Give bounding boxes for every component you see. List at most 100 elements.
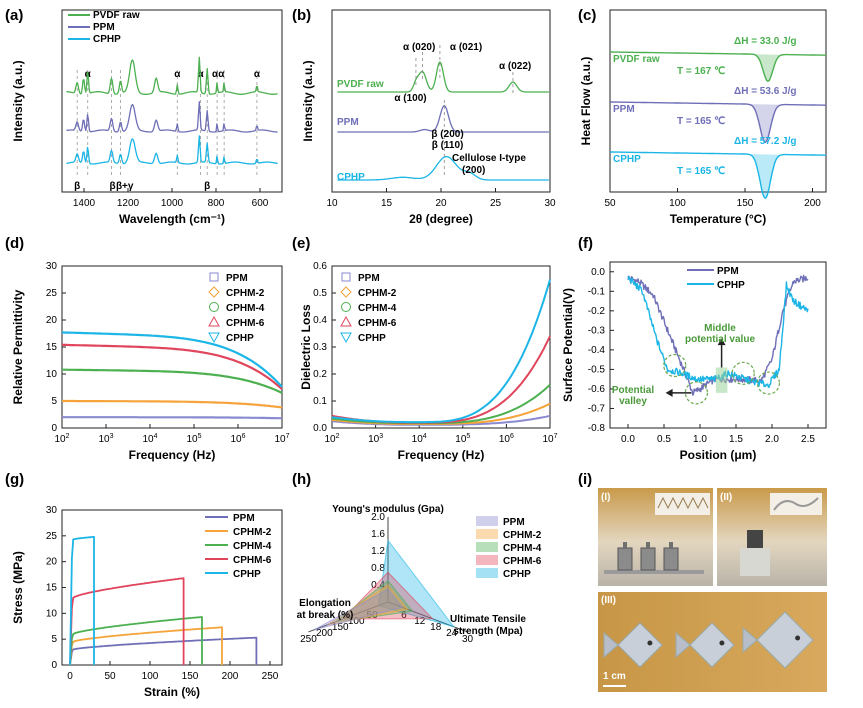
origami-fish-tail — [603, 631, 619, 659]
tm-label-c: T = 165 ℃ — [677, 166, 725, 177]
y-tick-label-g: 15 — [46, 583, 58, 594]
x-tick-label-e: 106 — [499, 433, 514, 445]
x-tick-label-e: 107 — [542, 433, 557, 445]
series-label-b: CPHP — [337, 172, 365, 183]
dsc-curve-cphp — [610, 151, 826, 199]
legend-swatch-h — [476, 529, 498, 539]
alpha-label-a: α — [198, 69, 205, 80]
y-axis-label-e: Dielectric Loss — [299, 304, 313, 390]
axis-title-elong-h: at break (%) — [297, 610, 354, 621]
x-tick-label-a: 600 — [252, 198, 269, 209]
tm-label-c: T = 167 ℃ — [677, 66, 725, 77]
axis-title-young-h: Young's modulus (Gpa) — [332, 504, 444, 515]
axis-title-elong-h: Elongation — [299, 598, 351, 609]
y-axis-label-f: Surface Potential(V) — [561, 288, 575, 402]
legend-swatch-h — [476, 555, 498, 565]
y-tick-label-d: 30 — [46, 261, 58, 272]
marker-circle-f — [684, 381, 709, 405]
beta-label-a: β — [110, 181, 116, 192]
x-tick-label-d: 107 — [274, 433, 289, 445]
x-axis-label-f: Position (μm) — [680, 448, 757, 462]
photo-label-i: (III) — [601, 595, 616, 606]
x-tick-label-b: 25 — [490, 198, 502, 209]
x-tick-label-c: 100 — [669, 198, 686, 209]
stress-strain-line-cphm-4 — [69, 616, 203, 666]
x-tick-label-g: 0 — [67, 671, 73, 682]
photo-label-i: (II) — [720, 492, 732, 503]
tick-label-elong-h: 50 — [367, 610, 379, 621]
tick-label-young-h: 0.8 — [371, 563, 385, 574]
y-tick-label-f: -0.3 — [588, 325, 606, 336]
x-tick-label-f: 0.5 — [657, 434, 671, 445]
legend-swatch-h — [476, 516, 498, 526]
tick-label-elong-h: 100 — [348, 616, 365, 627]
legend-label-e: CPHM-6 — [358, 318, 397, 329]
exponent: 7 — [286, 433, 290, 440]
legend-marker-d — [208, 332, 220, 344]
y-tick-label-g: 25 — [46, 531, 58, 542]
legend-marker-e — [341, 272, 351, 282]
axes-frame-f — [609, 261, 827, 429]
legend-marker-e — [340, 332, 352, 344]
inset-zigzag — [657, 496, 709, 510]
legend-marker-e — [340, 315, 352, 327]
peak-label-b: α (100) — [394, 93, 426, 104]
beta-label-a: β — [74, 181, 80, 192]
legend-label-d: CPHM-6 — [226, 318, 265, 329]
enthalpy-fill-c — [738, 153, 783, 199]
exponent: 5 — [198, 433, 202, 440]
panel-label-g: (g) — [5, 471, 24, 488]
tick-label-uts-h: 30 — [462, 634, 474, 645]
y-tick-label-e: 0.3 — [313, 342, 327, 353]
alpha-label-a: αα — [212, 69, 225, 80]
marker-circle-f — [731, 361, 755, 385]
x-tick-label-g: 200 — [222, 671, 239, 682]
loss-line-cphm-4 — [331, 384, 551, 425]
x-tick-label-c: 50 — [604, 198, 616, 209]
exponent: 6 — [242, 433, 246, 440]
marker-circle-f — [756, 371, 781, 395]
y-tick-label-d: 5 — [51, 396, 57, 407]
legend-label-h: CPHM-4 — [503, 543, 542, 554]
radar-area-cphp — [377, 539, 456, 628]
x-tick-label-g: 50 — [104, 671, 116, 682]
x-tick-label-g: 100 — [142, 671, 159, 682]
x-tick-label-f: 1.0 — [693, 434, 707, 445]
permittivity-line-cphm-2 — [62, 399, 283, 409]
y-tick-label-f: -0.8 — [588, 423, 606, 434]
tick-label-uts-h: 18 — [430, 622, 442, 633]
x-tick-label-a: 1400 — [73, 198, 96, 209]
legend-marker-d — [209, 272, 219, 282]
legend-label-d: CPHP — [226, 333, 254, 344]
scale-bar-label-i: 1 cm — [603, 671, 626, 682]
legend-label-g: CPHM-6 — [233, 555, 272, 566]
x-tick-label-a: 1000 — [161, 198, 184, 209]
legend-label-h: CPHP — [503, 569, 531, 580]
annotation-f: potential value — [685, 334, 755, 345]
legend-marker-d — [208, 286, 220, 298]
y-tick-label-f: 0.0 — [591, 267, 605, 278]
x-tick-label-b: 15 — [381, 198, 393, 209]
legend-label-g: CPHM-4 — [233, 541, 272, 552]
annotation-f: Potential — [612, 385, 654, 396]
loss-line-cphp — [331, 279, 551, 424]
y-tick-label-d: 15 — [46, 342, 58, 353]
weight-knob — [669, 542, 673, 548]
exponent: 2 — [336, 433, 340, 440]
legend-label-g: CPHM-2 — [233, 527, 272, 538]
x-tick-label-b: 30 — [544, 198, 556, 209]
y-tick-label-e: 0.1 — [313, 396, 327, 407]
exponent: 5 — [466, 433, 470, 440]
legend-label-e: CPHP — [358, 333, 386, 344]
stress-strain-line-cphm-6 — [69, 577, 185, 666]
y-axis-label-d: Relative Permittivity — [11, 289, 25, 404]
legend-marker-d — [208, 315, 220, 327]
enthalpy-fill-c — [738, 53, 783, 82]
legend-label-a: PPM — [93, 22, 115, 33]
tm-label-c: T = 165 ℃ — [677, 116, 725, 127]
inset-curl — [773, 497, 819, 511]
weight-knob — [623, 542, 627, 548]
legend-label-d: CPHM-4 — [226, 303, 265, 314]
exponent: 3 — [110, 433, 114, 440]
x-tick-label-g: 250 — [262, 671, 279, 682]
